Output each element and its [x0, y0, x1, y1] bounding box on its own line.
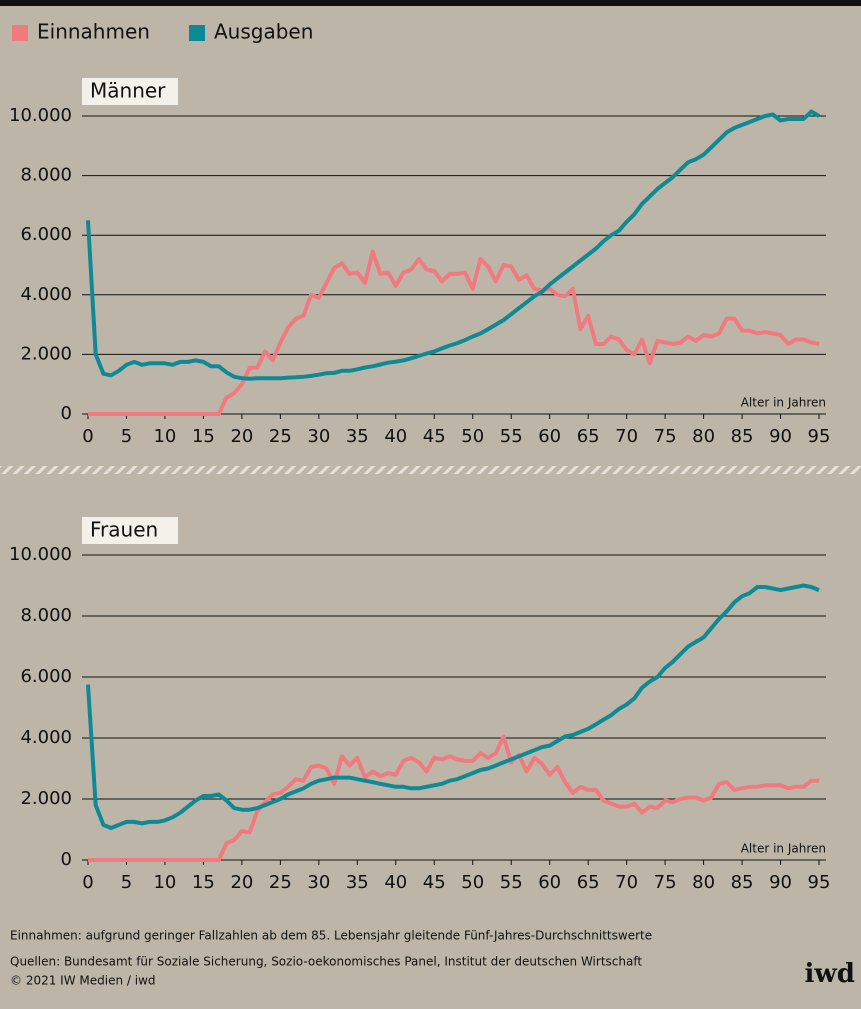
x-tick-label: 25	[269, 872, 292, 893]
x-tick-label: 70	[615, 872, 638, 893]
x-tick-label: 75	[654, 872, 677, 893]
line-series	[88, 734, 819, 862]
x-tick-label: 95	[808, 426, 831, 447]
x-tick-label: 35	[346, 426, 369, 447]
logo: iwd	[805, 959, 855, 989]
y-tick-label: 8.000	[20, 605, 72, 626]
y-tick-label: 2.000	[20, 788, 72, 809]
y-tick-label: 6.000	[20, 666, 72, 687]
x-tick-label: 15	[192, 872, 215, 893]
x-tick-label: 55	[500, 872, 523, 893]
y-tick-label: 2.000	[20, 343, 72, 364]
panel-label-box	[82, 517, 178, 544]
x-tick-label: 80	[692, 872, 715, 893]
x-tick-label: 85	[731, 872, 754, 893]
x-tick-label: 90	[769, 872, 792, 893]
x-tick-label: 0	[82, 872, 93, 893]
x-tick-label: 85	[731, 426, 754, 447]
note: Einnahmen: aufgrund geringer Fallzahlen …	[10, 929, 652, 943]
x-tick-label: 90	[769, 426, 792, 447]
x-tick-label: 0	[82, 426, 93, 447]
y-tick-label: 4.000	[20, 284, 72, 305]
x-tick-label: 55	[500, 426, 523, 447]
x-tick-label: 20	[230, 426, 253, 447]
x-tick-label: 30	[307, 426, 330, 447]
x-tick-label: 75	[654, 426, 677, 447]
x-tick-label: 30	[307, 872, 330, 893]
x-tick-label: 65	[577, 426, 600, 447]
x-tick-label: 60	[538, 872, 561, 893]
x-tick-label: 80	[692, 426, 715, 447]
line-series	[86, 109, 821, 381]
divider	[0, 466, 861, 474]
x-tick-label: 65	[577, 872, 600, 893]
y-tick-label: 10.000	[9, 544, 72, 565]
x-tick-label: 95	[808, 872, 831, 893]
y-tick-label: 0	[61, 403, 72, 424]
panel-title: Frauen	[90, 518, 158, 542]
y-tick-label: 0	[61, 849, 72, 870]
x-tick-label: 10	[153, 426, 176, 447]
legend-swatch	[189, 25, 205, 41]
x-tick-label: 45	[423, 426, 446, 447]
copyright: © 2021 IW Medien / iwd	[10, 974, 156, 988]
y-tick-label: 8.000	[20, 165, 72, 186]
legend-label: Einnahmen	[37, 20, 150, 44]
x-tick-label: 45	[423, 872, 446, 893]
top-bar	[0, 0, 861, 6]
x-tick-label: 50	[461, 426, 484, 447]
x-tick-label: 5	[121, 426, 132, 447]
panel-title: Männer	[90, 79, 166, 103]
x-axis-label: Alter in Jahren	[741, 842, 826, 856]
x-tick-label: 40	[384, 426, 407, 447]
x-tick-label: 40	[384, 872, 407, 893]
x-tick-label: 70	[615, 426, 638, 447]
panel-label-box	[82, 78, 178, 105]
x-tick-label: 50	[461, 872, 484, 893]
x-tick-label: 35	[346, 872, 369, 893]
x-tick-label: 5	[121, 872, 132, 893]
legend-swatch	[12, 25, 28, 41]
legend-label: Ausgaben	[214, 20, 313, 44]
x-tick-label: 15	[192, 426, 215, 447]
y-tick-label: 4.000	[20, 727, 72, 748]
x-axis-label: Alter in Jahren	[741, 396, 826, 410]
source: Quellen: Bundesamt für Soziale Sicherung…	[10, 955, 642, 969]
y-tick-label: 10.000	[9, 105, 72, 126]
line-series	[86, 583, 820, 830]
line-series	[88, 249, 820, 416]
y-tick-label: 6.000	[20, 224, 72, 245]
x-tick-label: 25	[269, 426, 292, 447]
x-tick-label: 10	[153, 872, 176, 893]
x-tick-label: 20	[230, 872, 253, 893]
x-tick-label: 60	[538, 426, 561, 447]
